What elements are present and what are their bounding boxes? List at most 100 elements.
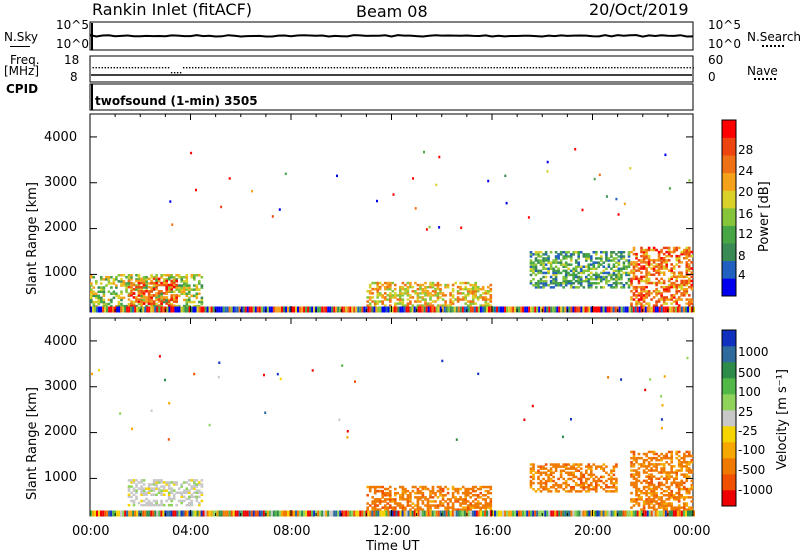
heatmap-cell <box>461 281 465 285</box>
heatmap-cell <box>608 510 611 517</box>
heatmap-cell <box>632 273 636 276</box>
heatmap-cell <box>644 388 647 392</box>
heatmap-cell <box>650 450 653 454</box>
heatmap-cell <box>200 302 204 306</box>
heatmap-cell <box>177 288 181 291</box>
heatmap-cell <box>638 306 641 313</box>
heatmap-cell <box>431 510 434 517</box>
heatmap-cell <box>409 285 412 289</box>
heatmap-cell <box>147 294 151 297</box>
heatmap-cell <box>652 508 656 511</box>
heatmap-cell <box>404 491 407 495</box>
heatmap-cell <box>637 281 641 285</box>
heatmap-cell <box>363 510 366 517</box>
heatmap-cell <box>539 465 543 468</box>
heatmap-cell <box>95 282 98 285</box>
heatmap-cell <box>120 304 123 308</box>
heatmap-cell <box>665 498 668 501</box>
heatmap-cell <box>198 489 201 492</box>
heatmap-cell <box>672 296 676 299</box>
heatmap-cell <box>456 298 460 301</box>
heatmap-cell <box>534 510 537 517</box>
heatmap-cell <box>595 488 598 491</box>
heatmap-cell <box>512 306 515 313</box>
heatmap-cell <box>285 306 287 313</box>
heatmap-cell <box>147 489 151 492</box>
heatmap-cell <box>562 277 565 281</box>
heatmap-cell <box>675 263 678 266</box>
heatmap-cell <box>600 286 603 289</box>
heatmap-cell <box>652 269 656 272</box>
heatmap-cell <box>498 510 500 517</box>
nave-point <box>544 67 547 69</box>
nave-point <box>671 67 673 69</box>
nave-point <box>587 67 589 69</box>
nave-point <box>520 67 522 69</box>
heatmap-cell <box>680 275 683 279</box>
heatmap-cell <box>401 285 405 289</box>
xtick-1600: 16:00 <box>474 524 512 539</box>
heatmap-cell <box>373 304 377 307</box>
heatmap-cell <box>429 508 432 511</box>
heatmap-cell <box>102 300 106 304</box>
heatmap-cell <box>562 257 565 260</box>
heatmap-cell <box>615 477 618 481</box>
heatmap-cell <box>600 479 603 483</box>
heatmap-cell <box>685 469 689 472</box>
heatmap-cell <box>579 463 583 466</box>
vel-cbar-tick-neg25: -25 <box>738 424 758 438</box>
heatmap-cell <box>188 510 191 517</box>
heatmap-cell <box>647 273 651 276</box>
heatmap-cell <box>668 187 671 190</box>
heatmap-cell <box>544 253 548 256</box>
heatmap-cell <box>107 302 111 306</box>
heatmap-cell <box>615 479 618 483</box>
heatmap-cell <box>384 504 387 507</box>
heatmap-cell <box>672 471 676 474</box>
heatmap-cell <box>147 483 151 486</box>
heatmap-cell <box>670 489 673 493</box>
heatmap-cell <box>347 510 350 517</box>
heatmap-cell <box>577 255 580 258</box>
heatmap-cell <box>404 506 407 509</box>
heatmap-cell <box>576 510 579 517</box>
heatmap-cell <box>379 306 382 313</box>
heatmap-cell <box>688 298 691 301</box>
nave-point <box>228 67 230 69</box>
heatmap-cell <box>194 306 197 313</box>
heatmap-cell <box>429 292 432 295</box>
heatmap-cell <box>655 263 658 266</box>
heatmap-cell <box>596 306 599 313</box>
heatmap-cell <box>477 306 480 313</box>
nave-point <box>173 72 176 74</box>
heatmap-cell <box>542 259 545 262</box>
heatmap-cell <box>627 265 631 268</box>
heatmap-cell <box>188 296 191 300</box>
heatmap-cell <box>376 290 379 293</box>
heatmap-cell <box>627 251 631 254</box>
heatmap-cell <box>198 481 201 484</box>
heatmap-cell <box>539 490 543 493</box>
heatmap-cell <box>202 510 205 517</box>
heatmap-cell <box>652 510 655 517</box>
freq-left-tick-top: 18 <box>64 53 80 67</box>
nave-point <box>375 67 378 69</box>
heatmap-cell <box>658 510 661 517</box>
heatmap-cell <box>650 510 653 517</box>
heatmap-cell <box>564 467 568 470</box>
heatmap-cell <box>387 510 390 517</box>
nave-point <box>632 67 634 69</box>
heatmap-cell <box>416 296 420 299</box>
heatmap-cell <box>228 177 231 180</box>
heatmap-cell <box>579 267 583 270</box>
heatmap-cell <box>95 280 98 283</box>
heatmap-cell <box>411 285 415 289</box>
nave-point <box>179 72 182 74</box>
heatmap-cell <box>532 488 535 491</box>
heatmap-cell <box>655 248 658 252</box>
heatmap-cell <box>632 485 636 489</box>
heatmap-cell <box>664 306 667 313</box>
heatmap-cell <box>652 248 656 252</box>
heatmap-cell <box>657 300 661 303</box>
heatmap-cell <box>532 265 535 268</box>
